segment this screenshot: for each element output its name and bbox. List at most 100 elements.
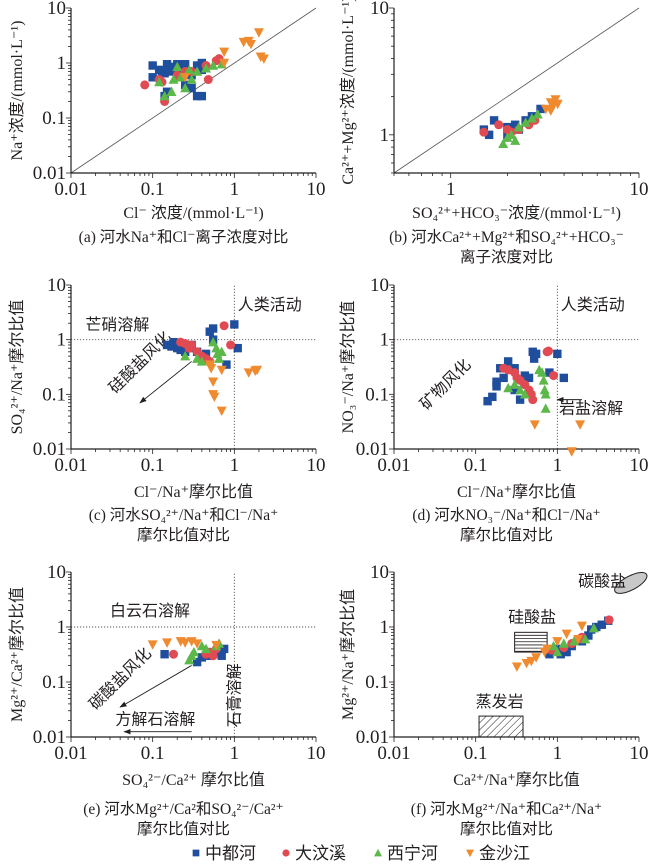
- data-point: [208, 651, 218, 661]
- data-point: [148, 73, 157, 82]
- data-point: [172, 61, 183, 72]
- chart-panel-f: 0.01 0.1 1 10 0.01 0.1 1 10 Ca²⁺/Na⁺摩尔比值 Mg²⁺/Na⁺…: [339, 562, 649, 838]
- x-tick-label: 1: [446, 179, 456, 200]
- x-tick-label: 0.1: [141, 743, 165, 764]
- data-point: [192, 91, 202, 101]
- data-point: [140, 80, 150, 90]
- data-point: [226, 340, 236, 350]
- data-point: [562, 647, 571, 657]
- x-tick-label: 0.01: [54, 455, 87, 476]
- data-point: [558, 638, 569, 648]
- data-point: [208, 336, 219, 347]
- data-point: [604, 615, 614, 625]
- y-axis-title: Na⁺浓度/(mmol·L⁻¹): [8, 21, 26, 161]
- y-tick-label: 0.01: [33, 163, 66, 184]
- data-point: [566, 447, 577, 457]
- chart-panel-b: 1 10 1 10 SO₄²⁺+HCO₃⁻浓度/(mmol·L⁻¹) Ca²⁺+Mg²⁺浓…: [339, 0, 649, 266]
- data-point: [197, 65, 207, 75]
- chart-panel-e: 0.01 0.1 1 10 0.01 0.1 1 10 SO₄²⁻/Ca²⁺ 摩尔比值 Mg²⁺/…: [8, 562, 326, 838]
- y-axis-title: SO₄²⁺/Na⁺摩尔比值: [8, 300, 26, 435]
- data-point: [494, 120, 504, 130]
- data-point: [216, 406, 227, 416]
- data-point: [540, 403, 551, 413]
- y-tick-label: 0.01: [33, 439, 66, 460]
- y-tick-label: 1: [380, 330, 390, 351]
- data-point: [201, 63, 212, 73]
- y-tick-label: 1: [57, 330, 67, 351]
- data-point: [479, 127, 489, 137]
- data-point: [483, 396, 492, 406]
- x-axis-title: SO₄²⁺+HCO₃⁻浓度/(mmol·L⁻¹): [412, 204, 621, 222]
- data-point: [531, 653, 542, 663]
- x-tick-label: 10: [307, 179, 326, 200]
- data-point: [180, 350, 191, 361]
- panel-caption: (c) 河水SO₄²⁺/Na⁺和Cl⁻/Na⁺: [89, 506, 279, 524]
- data-point: [575, 420, 586, 430]
- data-point: [211, 342, 222, 353]
- data-point: [209, 392, 220, 403]
- y-tick-label: 1: [57, 617, 67, 638]
- data-point: [484, 130, 494, 140]
- data-point: [532, 109, 543, 119]
- data-point: [180, 60, 190, 69]
- data-point: [526, 656, 537, 667]
- y-axis-title: Mg²⁺/Ca²⁺摩尔比值: [8, 587, 26, 722]
- annotation-label: 石膏溶解: [224, 663, 243, 727]
- x-tick-label: 0.1: [141, 179, 165, 200]
- data-point: [201, 643, 212, 654]
- annotation-label: 蒸发岩: [476, 693, 524, 711]
- data-point: [520, 117, 531, 127]
- y-tick-label: 10: [47, 0, 66, 19]
- y-tick-label: 1: [380, 125, 390, 146]
- y-tick-label: 10: [370, 0, 389, 19]
- data-point: [208, 60, 219, 70]
- x-tick-label: 1: [230, 455, 240, 476]
- data-point: [159, 90, 170, 101]
- data-point: [526, 113, 537, 123]
- data-point: [540, 389, 551, 399]
- data-point: [545, 106, 556, 116]
- data-point: [208, 324, 218, 333]
- data-point: [211, 640, 222, 651]
- data-point: [186, 74, 197, 84]
- data-point: [203, 75, 213, 85]
- data-point: [192, 657, 202, 667]
- data-point: [154, 76, 165, 87]
- x-tick-label: 1: [230, 743, 240, 764]
- data-point: [217, 651, 226, 660]
- annotation-label: 岩盐溶解: [559, 399, 623, 417]
- data-point: [219, 58, 230, 69]
- data-point: [160, 69, 169, 78]
- series-xininghe: [498, 109, 543, 148]
- panel-caption: (d) 河水NO₃⁻/Na⁺和Cl⁻/Na⁺: [412, 506, 600, 524]
- data-point: [188, 646, 199, 657]
- panel-caption: 摩尔比值对比: [137, 820, 230, 838]
- legend-label: 大汶溪: [295, 844, 346, 863]
- data-point: [169, 337, 178, 347]
- y-tick-label: 10: [370, 275, 389, 296]
- data-point: [548, 640, 559, 651]
- data-point: [492, 377, 501, 386]
- data-point: [510, 385, 519, 395]
- chart-panel-d: 0.01 0.1 1 10 0.01 0.1 1 10 Cl⁻/Na⁺摩尔比值 NO₃⁻/Na⁺摩…: [339, 275, 649, 544]
- series-jinshajiang: [204, 360, 263, 416]
- data-point: [536, 104, 545, 114]
- data-point: [559, 373, 568, 383]
- x-axis-title: Cl⁻/Na⁺摩尔比值: [134, 483, 253, 501]
- data-point: [160, 650, 169, 659]
- panel-caption: (e) 河水Mg²⁺/Ca²和SO₄²⁻/Ca²⁺: [83, 800, 284, 818]
- x-tick-label: 1: [553, 455, 563, 476]
- x-tick-label: 1: [230, 179, 240, 200]
- data-point: [492, 382, 501, 391]
- y-tick-label: 0.01: [33, 727, 66, 748]
- data-point: [513, 121, 524, 132]
- legend-marker: [192, 849, 200, 857]
- x-tick-label: 10: [307, 455, 326, 476]
- x-axis-title: Ca²⁺/Na⁺摩尔比值: [453, 771, 580, 789]
- chart-panel-c: 0.01 0.1 1 10 0.01 0.1 1 10 Cl⁻/Na⁺摩尔比值 SO₄²⁺/Na⁺…: [8, 275, 326, 544]
- data-point: [528, 395, 538, 405]
- data-point: [488, 392, 497, 402]
- data-point: [580, 634, 591, 644]
- data-point: [597, 620, 606, 629]
